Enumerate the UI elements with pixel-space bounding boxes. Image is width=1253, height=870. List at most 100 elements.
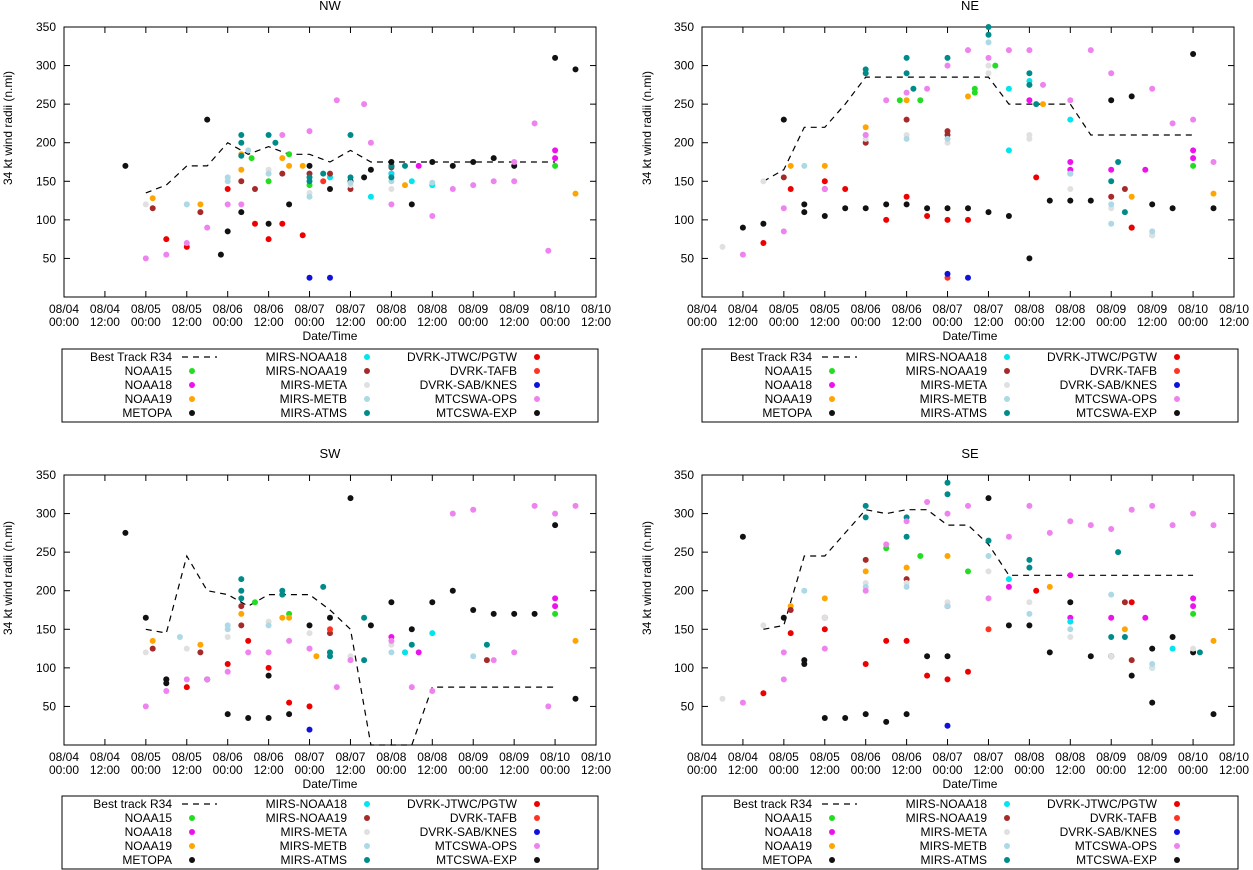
- data-point: [286, 162, 293, 169]
- data-point: [347, 495, 354, 502]
- x-tick-date: 08/05: [769, 750, 799, 764]
- x-tick-time: 12:00: [1055, 315, 1085, 329]
- plot-frame: [701, 26, 1235, 298]
- legend-frame: [701, 348, 1239, 423]
- data-point: [224, 622, 231, 629]
- data-point: [924, 213, 931, 219]
- data-point: [1005, 213, 1012, 219]
- plot-area: 5010015020025030035008/0400:0008/0412:00…: [36, 20, 611, 329]
- data-point: [944, 676, 951, 683]
- data-point: [944, 205, 951, 212]
- data-point: [787, 162, 794, 169]
- data-point: [279, 132, 286, 138]
- x-tick-time: 00:00: [851, 763, 881, 777]
- legend-label: DVRK-JTWC/PGTW: [407, 350, 518, 364]
- data-point: [965, 668, 971, 675]
- data-point: [552, 54, 559, 61]
- legend-dot-swatch: [1004, 801, 1010, 807]
- legend-frame: [701, 795, 1239, 870]
- legend-label: NOAA18: [765, 825, 813, 839]
- data-point: [821, 614, 828, 621]
- data-point: [1190, 610, 1197, 617]
- data-point: [760, 622, 767, 629]
- data-point: [944, 479, 951, 486]
- data-point: [1128, 599, 1135, 606]
- x-tick-date: 08/05: [810, 750, 840, 764]
- data-point: [217, 251, 224, 258]
- data-point: [197, 641, 204, 648]
- data-point: [238, 622, 245, 629]
- data-point: [388, 599, 395, 606]
- x-tick-time: 12:00: [172, 315, 202, 329]
- data-point: [347, 179, 354, 186]
- data-point: [245, 649, 252, 656]
- data-point: [1026, 70, 1033, 77]
- y-tick-label: 100: [674, 661, 694, 675]
- x-tick-date: 08/08: [376, 302, 406, 316]
- x-tick-time: 12:00: [810, 315, 840, 329]
- data-point: [429, 159, 436, 165]
- data-point: [1046, 529, 1053, 536]
- data-point: [245, 147, 252, 154]
- data-point: [122, 162, 129, 169]
- x-tick-date: 08/09: [499, 750, 529, 764]
- data-point: [572, 502, 579, 509]
- data-point: [1149, 699, 1156, 706]
- data-point: [1190, 645, 1197, 652]
- data-point: [176, 634, 183, 640]
- data-point: [1005, 47, 1012, 54]
- y-tick-label: 300: [36, 59, 56, 73]
- x-tick-time: 12:00: [728, 763, 758, 777]
- data-point: [1149, 661, 1156, 667]
- x-tick-date: 08/05: [131, 302, 161, 316]
- data-point: [944, 216, 951, 223]
- x-tick-date: 08/09: [1096, 302, 1126, 316]
- data-point: [265, 622, 272, 629]
- data-point: [903, 201, 910, 208]
- data-point: [449, 587, 456, 594]
- data-point: [862, 205, 869, 212]
- data-point: [903, 135, 910, 142]
- data-point: [903, 637, 910, 644]
- legend-dot-swatch: [1174, 354, 1180, 360]
- data-point: [552, 603, 559, 610]
- data-point: [944, 722, 951, 729]
- data-point: [1108, 166, 1115, 173]
- x-tick-time: 00:00: [540, 763, 570, 777]
- data-point: [306, 162, 313, 169]
- y-tick-label: 150: [674, 174, 694, 188]
- data-point: [780, 676, 787, 683]
- data-point: [883, 718, 890, 725]
- data-point: [245, 637, 252, 644]
- data-point: [1026, 97, 1033, 104]
- legend-dot-swatch: [829, 815, 835, 821]
- data-point: [985, 568, 992, 575]
- data-point: [780, 174, 787, 181]
- y-tick-label: 300: [674, 507, 694, 521]
- y-tick-label: 150: [674, 622, 694, 636]
- legend-label: METOPA: [122, 406, 172, 420]
- y-tick-label: 250: [674, 97, 694, 111]
- x-tick-date: 08/04: [728, 302, 758, 316]
- data-point: [402, 182, 408, 189]
- legend-label: MIRS-NOAA19: [906, 811, 988, 825]
- legend-dot-swatch: [534, 857, 540, 863]
- data-point: [224, 668, 231, 675]
- data-point: [801, 201, 808, 208]
- data-point: [531, 610, 538, 617]
- data-point: [238, 595, 245, 602]
- data-point: [449, 510, 456, 517]
- legend-dot-swatch: [1004, 354, 1010, 360]
- legend-label: Best track R34: [733, 797, 812, 811]
- y-tick-label: 150: [36, 622, 56, 636]
- legend-label: MTCSWA-OPS: [435, 839, 517, 853]
- x-tick-time: 00:00: [687, 763, 717, 777]
- data-point: [320, 178, 327, 185]
- data-point: [1149, 502, 1156, 509]
- data-point: [985, 70, 992, 77]
- data-point: [1087, 197, 1094, 204]
- data-point: [286, 151, 293, 158]
- data-point: [429, 630, 436, 637]
- legend-label: NOAA19: [125, 392, 173, 406]
